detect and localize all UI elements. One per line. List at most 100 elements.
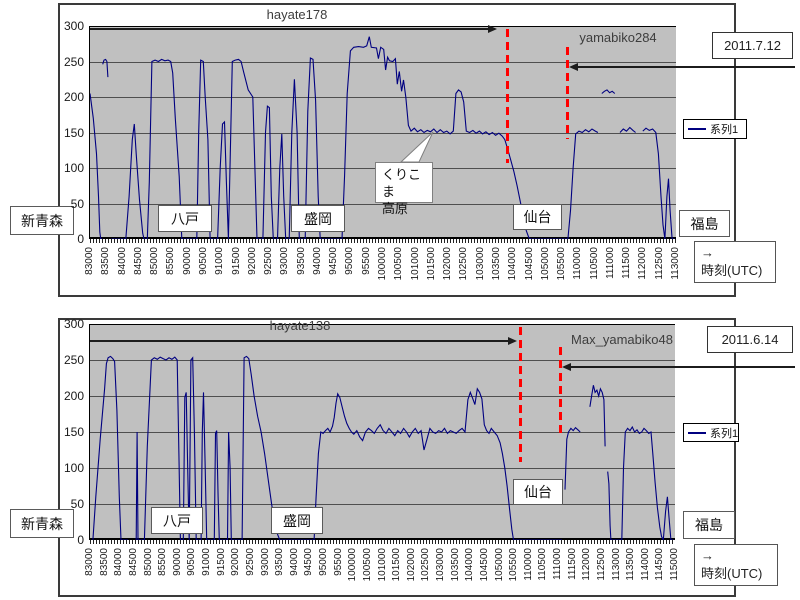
gridline — [90, 396, 675, 397]
y-tick-label: 100 — [63, 461, 84, 475]
x-tick-label: 85000 — [149, 247, 160, 275]
y-tick-label: 200 — [63, 389, 84, 403]
x-tick-label: 90000 — [182, 247, 193, 275]
y-tick-label: 300 — [63, 19, 84, 33]
y-tick-label: 250 — [63, 55, 84, 69]
x-tick-label: 110500 — [589, 247, 600, 280]
gridline — [90, 204, 676, 205]
x-tick-label: 84000 — [117, 247, 128, 275]
x-tick-label: 103500 — [491, 247, 502, 281]
x-axis-minor-ticks — [90, 540, 675, 544]
y-tick-label: 150 — [63, 126, 84, 140]
x-tick-label: 100500 — [362, 548, 373, 582]
y-axis-line — [89, 324, 90, 540]
x-tick-label: 90500 — [198, 247, 209, 275]
x-tick-label: 105500 — [508, 548, 519, 582]
speed-series — [92, 355, 674, 540]
arrow-right-head — [508, 337, 517, 345]
x-axis-note-text: 時刻(UTC) — [701, 263, 763, 278]
station-label: 仙台 — [513, 204, 562, 230]
x-tick-label: 104500 — [479, 548, 490, 582]
x-tick-label: 111000 — [605, 247, 616, 279]
x-tick-label: 95500 — [361, 247, 372, 275]
x-axis-line — [90, 237, 676, 239]
x-tick-label: 101500 — [426, 247, 437, 281]
legend-series-label: 系列1 — [710, 124, 739, 136]
x-tick-label: 100000 — [377, 247, 388, 281]
x-tick-label: 90500 — [186, 548, 197, 576]
x-tick-label: 93500 — [296, 247, 307, 275]
station-label: 八戸 — [158, 205, 212, 232]
train-label-primary: hayate138 — [269, 318, 331, 333]
event-red-dashed-line-2 — [559, 347, 562, 433]
callout-pointer — [399, 131, 434, 163]
x-tick-label: 91000 — [214, 247, 225, 275]
legend: 系列1 — [683, 423, 739, 442]
x-tick-label: 83000 — [84, 247, 95, 275]
y-tick-label: 50 — [70, 497, 84, 511]
x-tick-label: 102000 — [442, 247, 453, 281]
x-tick-label: 104500 — [524, 247, 535, 281]
x-axis-note-text: 時刻(UTC) — [701, 566, 763, 581]
x-tick-label: 93000 — [260, 548, 271, 576]
x-tick-label: 101000 — [410, 247, 421, 281]
x-axis-note: → 時刻(UTC) — [694, 241, 776, 283]
x-tick-label: 83500 — [100, 247, 111, 275]
x-tick-label: 114500 — [654, 548, 665, 581]
legend-series-line-swatch — [688, 431, 706, 434]
y-tick-label: 250 — [63, 353, 84, 367]
date-label: 2011.7.12 — [712, 32, 793, 59]
x-tick-label: 105000 — [540, 247, 551, 281]
x-tick-label: 91000 — [201, 548, 212, 576]
train-run-arrow-line — [90, 28, 489, 30]
x-tick-label: 84500 — [128, 548, 139, 576]
x-tick-label: 110500 — [537, 548, 548, 581]
x-tick-label: 111000 — [552, 548, 563, 580]
x-tick-label: 92000 — [230, 548, 241, 576]
arrow-left-head — [562, 363, 571, 371]
x-axis-minor-ticks — [90, 239, 676, 243]
y-axis-line — [89, 26, 90, 239]
gridline — [90, 62, 676, 63]
x-tick-label: 101500 — [391, 548, 402, 582]
x-tick-label: 91500 — [216, 548, 227, 576]
callout-text-line: くりこま — [382, 167, 422, 199]
x-tick-label: 83500 — [99, 548, 110, 576]
y-tick-label: 100 — [63, 161, 84, 175]
x-tick-label: 95500 — [333, 548, 344, 576]
legend-series-line-swatch — [688, 128, 706, 130]
station-label: 仙台 — [513, 479, 563, 505]
arrow-left-head — [569, 63, 578, 71]
x-tick-label: 105000 — [494, 548, 505, 582]
x-tick-label: 92500 — [245, 548, 256, 576]
station-label: 福島 — [683, 511, 735, 539]
legend: 系列1 — [683, 119, 747, 139]
x-tick-label: 111500 — [621, 247, 632, 279]
train-label-secondary: Max_yamabiko48 — [571, 332, 673, 347]
x-tick-label: 114000 — [640, 548, 651, 581]
x-tick-label: 94500 — [328, 247, 339, 275]
x-tick-label: 93500 — [274, 548, 285, 576]
train-run-arrow-line — [577, 66, 795, 68]
x-tick-label: 92500 — [263, 247, 274, 275]
train-label-secondary: yamabiko284 — [579, 30, 657, 45]
x-tick-label: 83000 — [84, 548, 95, 576]
y-tick-label: 0 — [77, 533, 84, 547]
train-label-primary: hayate178 — [266, 7, 328, 22]
event-red-dashed-line-1 — [506, 29, 509, 163]
y-tick-label: 200 — [63, 90, 84, 104]
arrow-right-head — [488, 25, 497, 33]
x-tick-label: 110000 — [523, 548, 534, 581]
x-tick-label: 100500 — [393, 247, 404, 281]
x-tick-label: 112000 — [581, 548, 592, 581]
plot-area — [90, 26, 676, 239]
date-label: 2011.6.14 — [707, 326, 793, 353]
x-tick-label: 104000 — [464, 548, 475, 582]
x-tick-label: 113500 — [625, 548, 636, 581]
station-label: 新青森 — [10, 206, 74, 235]
station-label: 盛岡 — [291, 205, 345, 232]
gridline — [90, 468, 675, 469]
x-axis-note: → 時刻(UTC) — [694, 544, 778, 586]
right-arrow-glyph: → — [701, 548, 714, 563]
x-tick-label: 104000 — [507, 247, 518, 281]
